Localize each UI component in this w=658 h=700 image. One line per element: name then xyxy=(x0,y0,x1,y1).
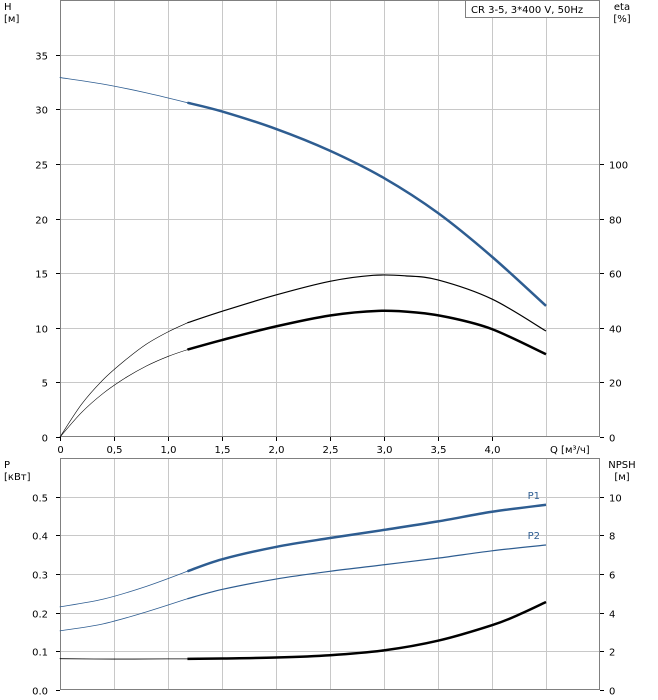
x-tick-label: 0 xyxy=(57,445,63,456)
y-tick-label: 20 xyxy=(35,216,48,227)
y-axis-unit: [кВт] xyxy=(4,472,31,483)
plot-frame xyxy=(60,0,600,437)
series-line-extension xyxy=(59,322,188,438)
y2-tick-label: 40 xyxy=(609,325,622,336)
x-axis-label: Q [м³/ч] xyxy=(550,445,590,456)
y-tick-label: 0.5 xyxy=(32,494,48,505)
series-line xyxy=(187,544,547,600)
series-line-extension xyxy=(59,570,188,608)
y-axis-label: H xyxy=(4,2,12,13)
x-tick-label: 3,0 xyxy=(377,445,393,456)
series-line-extension xyxy=(59,598,188,632)
y-tick-label: 0.1 xyxy=(32,648,48,659)
series-line xyxy=(187,309,547,356)
y-axis-unit: [м] xyxy=(4,14,19,25)
series-label: P1 xyxy=(528,491,540,502)
x-tick-label: 3,5 xyxy=(431,445,447,456)
series-line xyxy=(187,503,547,573)
y-axis-label: P xyxy=(4,460,10,471)
y2-tick-label: 8 xyxy=(609,532,615,543)
x-tick-label: 0,5 xyxy=(107,445,123,456)
y2-axis-label: NPSH xyxy=(608,460,635,471)
y2-axis-unit: [м] xyxy=(614,472,629,483)
x-tick-label: 2,5 xyxy=(323,445,339,456)
series-line-extension xyxy=(59,349,188,438)
series-line xyxy=(187,274,547,332)
y-tick-label: 0.3 xyxy=(32,571,48,582)
x-tick-label: 2,0 xyxy=(269,445,285,456)
x-tick-label: 4,0 xyxy=(485,445,501,456)
y2-tick-label: 4 xyxy=(609,610,615,621)
y-tick-label: 10 xyxy=(35,325,48,336)
y2-axis-unit: [%] xyxy=(613,14,630,25)
legend-box xyxy=(465,0,600,18)
series-line xyxy=(187,600,547,661)
x-tick-label: 1,5 xyxy=(215,445,231,456)
y2-tick-label: 100 xyxy=(609,161,628,172)
y2-tick-label: 10 xyxy=(609,494,622,505)
y2-tick-label: 20 xyxy=(609,379,622,390)
y-tick-label: 25 xyxy=(35,161,48,172)
y-tick-label: 0.0 xyxy=(32,687,48,698)
y2-tick-label: 2 xyxy=(609,648,615,659)
y-tick-label: 0 xyxy=(42,434,48,445)
y2-tick-label: 0 xyxy=(609,687,615,698)
y2-axis-label: eta xyxy=(614,2,630,13)
y-tick-label: 0.2 xyxy=(32,610,48,621)
y2-tick-label: 6 xyxy=(609,571,615,582)
y-tick-label: 35 xyxy=(35,52,48,63)
y-tick-label: 15 xyxy=(35,270,48,281)
y2-tick-label: 60 xyxy=(609,270,622,281)
y2-tick-label: 80 xyxy=(609,216,622,227)
y-tick-label: 5 xyxy=(42,379,48,390)
y-tick-label: 0.4 xyxy=(32,532,48,543)
y2-tick-label: 0 xyxy=(609,434,615,445)
plot-frame xyxy=(60,458,600,690)
y-tick-label: 30 xyxy=(35,106,48,117)
series-line xyxy=(187,101,547,307)
series-line-extension xyxy=(59,77,188,104)
legend-text: CR 3-5, 3*400 V, 50Hz xyxy=(471,5,583,16)
x-tick-label: 1,0 xyxy=(161,445,177,456)
series-label: P2 xyxy=(528,531,540,542)
